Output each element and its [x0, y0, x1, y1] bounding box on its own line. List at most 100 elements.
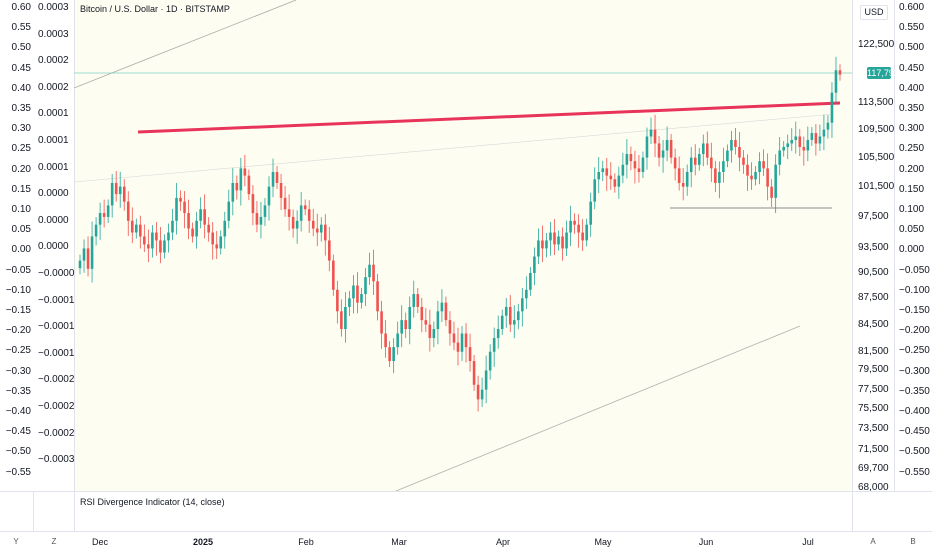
candle-body: [424, 320, 428, 325]
candle-body: [681, 182, 685, 187]
candle-body: [492, 338, 496, 352]
ratio-tick-label-right: −0.500: [899, 446, 930, 458]
ratio-tick-label: −0.35: [5, 385, 31, 397]
candle-body: [344, 306, 347, 330]
candle-body: [336, 289, 339, 312]
ratio-tick-label-right: 0.250: [899, 143, 925, 155]
candle-body: [307, 209, 311, 221]
small-tick-label: 0.0003: [38, 28, 69, 40]
currency-selector[interactable]: USD: [860, 5, 888, 20]
small-tick-label: −0.0001: [38, 294, 75, 306]
candle-body: [376, 281, 379, 312]
candle-body: [143, 236, 146, 245]
plot-area[interactable]: [74, 0, 852, 491]
candle-body: [742, 157, 745, 165]
candlestick-chart[interactable]: [74, 0, 852, 491]
small-tick-label: −0.0002: [38, 401, 75, 412]
ratio-tick-label: −0.30: [5, 365, 31, 377]
candle-body: [597, 171, 601, 180]
candle-body: [714, 168, 717, 183]
time-tick-label: Jul: [802, 537, 814, 547]
candle-body: [195, 220, 198, 237]
candle-body: [669, 139, 673, 158]
time-axis[interactable]: [0, 531, 932, 551]
candle-body: [601, 168, 605, 172]
candle-body: [118, 186, 122, 195]
candle-body: [754, 171, 757, 180]
candle-body: [295, 220, 299, 229]
candle-body: [637, 168, 641, 172]
price-tick-label: 122,500: [858, 39, 895, 51]
candle-body: [790, 139, 794, 144]
candle-body: [605, 168, 609, 176]
ratio-tick-label-right: −0.550: [899, 466, 930, 478]
candle-body: [609, 175, 613, 180]
ratio-tick-label-right: 0.200: [899, 163, 925, 175]
candle-body: [573, 220, 576, 225]
ratio-tick-label: 0.60: [11, 2, 31, 13]
candle-body: [78, 260, 82, 269]
small-tick-label: 0.0000: [38, 241, 69, 253]
candle-body: [114, 182, 118, 195]
ratio-tick-label: −0.20: [5, 325, 31, 337]
candle-body: [147, 244, 150, 249]
candle-body: [565, 232, 568, 249]
y-axis-button[interactable]: Y: [13, 537, 19, 546]
ratio-tick-label: −0.45: [5, 426, 31, 438]
candle-body: [730, 139, 733, 151]
candle-body: [722, 161, 725, 172]
small-tick-label: 0.0001: [38, 135, 69, 146]
price-tick-label: 109,500: [858, 123, 895, 135]
candle-body: [219, 236, 223, 249]
candle-body: [810, 133, 814, 140]
candle-body: [553, 232, 556, 245]
price-tick-label: 93,500: [858, 242, 889, 254]
auto-scale-button[interactable]: A: [870, 537, 876, 546]
candle-body: [665, 139, 669, 151]
faint-trendline[interactable]: [74, 113, 835, 183]
ratio-tick-label-right: 0.450: [899, 62, 925, 74]
b-axis-button[interactable]: B: [910, 537, 916, 546]
candle-body: [400, 320, 403, 334]
ratio-tick-label: 0.55: [11, 22, 31, 34]
candle-body: [122, 186, 126, 202]
ratio-tick-label-right: −0.100: [899, 284, 930, 296]
candle-body: [500, 315, 504, 330]
candle-body: [94, 224, 98, 237]
candle-body: [613, 179, 617, 187]
candle-body: [167, 232, 170, 241]
candle-body: [641, 157, 645, 172]
candle-body: [629, 154, 633, 162]
candle-body: [693, 157, 697, 165]
right-ratio-axis[interactable]: [894, 0, 932, 491]
candle-body: [468, 347, 472, 362]
time-tick-label: Mar: [391, 537, 407, 547]
ratio-tick-label: 0.05: [11, 224, 31, 236]
rsi-indicator-label[interactable]: RSI Divergence Indicator (14, close): [80, 497, 225, 507]
candle-body: [364, 277, 367, 295]
candle-body: [806, 139, 810, 151]
candle-body: [139, 224, 142, 237]
left-small-axis[interactable]: [33, 0, 75, 491]
candle-body: [525, 289, 528, 299]
rsi-pane[interactable]: RSI Divergence Indicator (14, close): [74, 491, 852, 532]
ratio-tick-label-right: 0.350: [899, 103, 925, 114]
ratio-tick-label-right: −0.150: [899, 305, 930, 316]
ratio-tick-label-right: −0.250: [899, 345, 930, 357]
candle-body: [392, 347, 395, 362]
resistance-trendline[interactable]: [137, 101, 841, 134]
z-axis-button[interactable]: Z: [51, 537, 57, 546]
price-tick-label: 87,500: [858, 292, 889, 304]
candle-body: [432, 329, 436, 339]
ratio-tick-label-right: 0.100: [899, 204, 925, 215]
candle-body: [155, 232, 158, 241]
price-tick-label: 75,500: [858, 403, 889, 415]
candle-body: [786, 143, 790, 147]
candle-body: [348, 298, 351, 307]
candle-body: [126, 201, 130, 221]
small-tick-label: 0.0002: [38, 55, 69, 67]
candle-body: [323, 224, 327, 241]
candle-body: [187, 213, 190, 229]
price-axis[interactable]: [852, 0, 895, 491]
channel-lower-line[interactable]: [395, 325, 801, 491]
